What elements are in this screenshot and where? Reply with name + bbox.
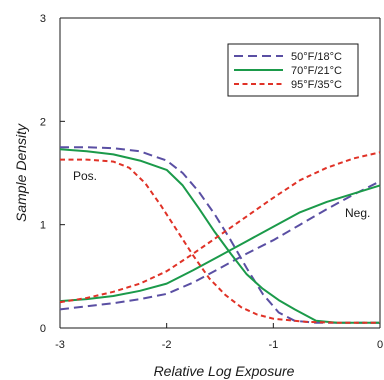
series-line-pos-2: [59, 148, 380, 324]
annotation-pos: Pos.: [73, 169, 97, 183]
y-tick-label: 1: [40, 220, 46, 232]
legend-label: 50°F/18°C: [291, 51, 342, 63]
series-line-neg-5: [59, 151, 381, 304]
y-tick-label: 2: [40, 116, 46, 128]
series-lines: [59, 146, 381, 324]
axis-titles: Relative Log Exposure Sample Density: [13, 123, 295, 379]
series-line-neg-3: [59, 184, 381, 303]
axis-ticks: -3 -2 -1 0 0 1 2 3: [40, 13, 383, 351]
x-tick-label: -1: [268, 339, 278, 351]
legend: 50°F/18°C 70°F/21°C 95°F/35°C: [227, 43, 359, 97]
annotation-neg: Neg.: [345, 206, 370, 220]
legend-label: 95°F/35°C: [291, 79, 342, 91]
legend-label: 70°F/21°C: [291, 65, 342, 77]
x-tick-label: 0: [377, 339, 383, 351]
plot-frame: [59, 17, 381, 329]
series-line-pos-4: [60, 158, 380, 324]
x-tick-label: -3: [55, 339, 65, 351]
x-axis-title: Relative Log Exposure: [154, 363, 295, 379]
y-axis-title: Sample Density: [13, 123, 29, 222]
x-tick-label: -2: [162, 339, 172, 351]
y-tick-label: 3: [40, 13, 46, 25]
y-tick-label: 0: [40, 323, 46, 335]
annotations: Pos. Neg.: [73, 169, 370, 220]
